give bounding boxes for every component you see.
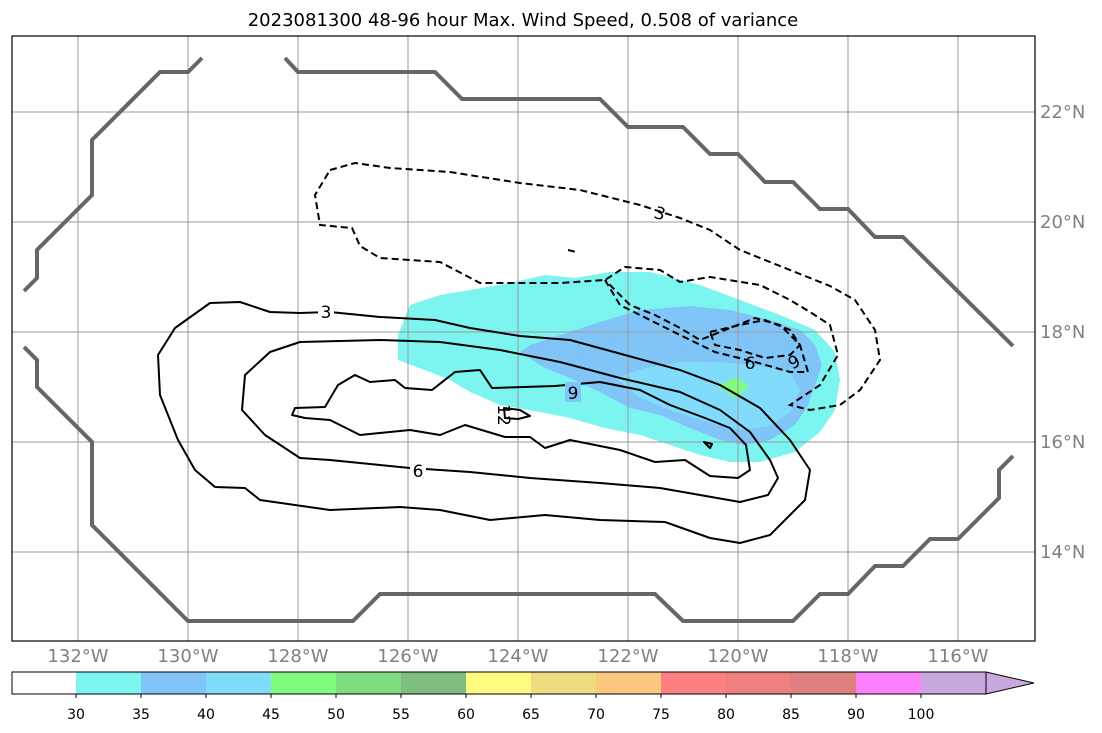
x-tick-label: 126°W (377, 646, 438, 667)
colorbar-cell (141, 672, 206, 694)
colorbar-tick-label: 55 (392, 707, 410, 723)
solid-contour-12 (503, 407, 531, 420)
x-tick-label: 124°W (487, 646, 548, 667)
colorbar-tick-label: 30 (67, 707, 85, 723)
label-solid-9: 9 (568, 384, 579, 404)
gridlines (12, 36, 1035, 641)
x-tick-label: 118°W (817, 646, 878, 667)
colorbar-cell (726, 672, 791, 694)
colorbar-cell (401, 672, 466, 694)
y-tick-label: 16°N (1040, 432, 1085, 453)
colorbar-tick-label: 50 (327, 707, 345, 723)
colorbar-extend-arrow (985, 671, 1035, 695)
colorbar-cell (791, 672, 856, 694)
colorbar: 30 35 40 45 50 55 60 65 70 75 80 85 90 100 (11, 671, 1035, 723)
dashed-contours (313, 161, 882, 412)
colorbar-cell (271, 672, 336, 694)
chart-title: 2023081300 48-96 hour Max. Wind Speed, 0… (248, 10, 799, 31)
colorbar-cell (466, 672, 531, 694)
label-solid-12: 12 (493, 404, 513, 426)
colorbar-cell (12, 672, 76, 694)
colorbar-cell (336, 672, 401, 694)
label-solid-3: 3 (321, 303, 332, 323)
forecast-boundary (22, 56, 1015, 623)
x-tick-label: 132°W (47, 646, 108, 667)
colorbar-labels: 30 35 40 45 50 55 60 65 70 75 80 85 90 100 (67, 694, 934, 723)
y-tick-label: 14°N (1040, 542, 1085, 563)
colorbar-cell (206, 672, 271, 694)
colorbar-tick-label: 70 (587, 707, 605, 723)
colorbar-cells (12, 672, 986, 694)
shade-45-50 (718, 377, 749, 399)
colorbar-tick-label: 65 (522, 707, 540, 723)
colorbar-tick-label: 60 (457, 707, 475, 723)
colorbar-tick-label: 85 (782, 707, 800, 723)
dashed-contour-9 (708, 318, 802, 360)
colorbar-cell (661, 672, 726, 694)
y-tick-label: 18°N (1040, 322, 1085, 343)
colorbar-tick-label: 80 (717, 707, 735, 723)
x-tick-label: 130°W (157, 646, 218, 667)
colorbar-tick-label: 100 (908, 707, 935, 723)
y-axis: 14°N 16°N 18°N 20°N 22°N (1040, 102, 1085, 563)
label-dashed-6: 6 (745, 354, 756, 374)
y-tick-label: 20°N (1040, 212, 1085, 233)
dashed-contour-3 (313, 161, 882, 412)
colorbar-cell (596, 672, 661, 694)
solid-contour-3 (157, 301, 811, 544)
label-solid-6: 6 (413, 462, 424, 482)
x-tick-label: 128°W (267, 646, 328, 667)
contour-labels: 3 6 9 12 3 6 9 (318, 203, 804, 482)
colorbar-cell (76, 672, 141, 694)
map-area: 3 6 9 12 3 6 9 (11, 35, 1036, 642)
colorbar-tick-label: 75 (652, 707, 670, 723)
x-tick-label: 116°W (927, 646, 988, 667)
solid-contour-6 (241, 339, 779, 503)
colorbar-cell (856, 672, 921, 694)
solid-contours (157, 301, 811, 544)
y-tick-label: 22°N (1040, 102, 1085, 123)
colorbar-cell (921, 672, 986, 694)
colorbar-cell (531, 672, 596, 694)
colorbar-tick-label: 40 (197, 707, 215, 723)
shade-40-45 (615, 362, 800, 430)
colorbar-tick-label: 35 (132, 707, 150, 723)
colorbar-tick-label: 90 (847, 707, 865, 723)
colorbar-tick-label: 45 (262, 707, 280, 723)
x-tick-label: 120°W (707, 646, 768, 667)
wind-speed-shading (398, 272, 840, 462)
x-axis: 132°W 130°W 128°W 126°W 124°W 122°W 120°… (47, 646, 988, 667)
x-tick-label: 122°W (597, 646, 658, 667)
solid-contour-9 (291, 369, 751, 479)
